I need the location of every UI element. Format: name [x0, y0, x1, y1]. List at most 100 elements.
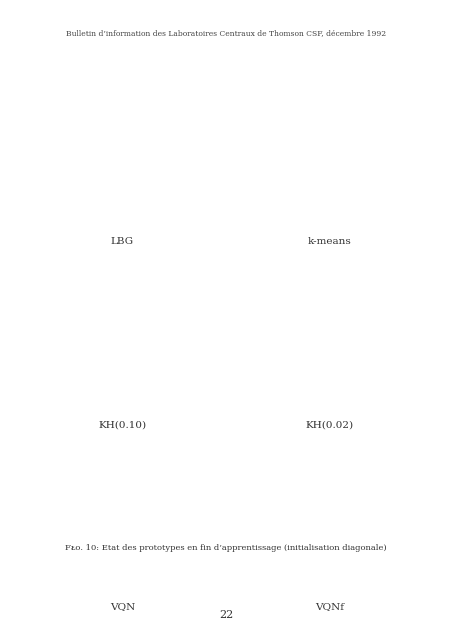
- Point: [270, 183, 277, 193]
- Point: [91, 470, 98, 480]
- Point: [128, 95, 135, 105]
- Point: [307, 460, 314, 470]
- Point: [399, 127, 406, 138]
- Point: [396, 149, 403, 159]
- Point: [63, 294, 70, 305]
- Point: [390, 537, 397, 547]
- Point: [131, 93, 138, 103]
- Text: LBG: LBG: [110, 237, 134, 246]
- Point: [359, 358, 366, 369]
- Text: VQN: VQN: [110, 602, 135, 611]
- Point: [156, 333, 163, 344]
- Point: [273, 87, 281, 97]
- Point: [179, 104, 186, 114]
- Point: [97, 499, 104, 509]
- Point: [366, 339, 373, 349]
- Point: [73, 266, 80, 276]
- Text: KH(0.02): KH(0.02): [305, 420, 353, 429]
- Point: [48, 261, 55, 271]
- Point: [334, 77, 341, 87]
- Point: [97, 167, 105, 177]
- Point: [53, 176, 60, 186]
- Point: [362, 510, 369, 520]
- Point: [288, 195, 295, 205]
- Point: [110, 300, 117, 310]
- Point: [366, 549, 373, 559]
- Point: [371, 379, 378, 389]
- Point: [298, 487, 305, 497]
- Point: [97, 291, 104, 301]
- Point: [322, 474, 329, 484]
- Point: [396, 99, 403, 109]
- Point: [325, 510, 332, 520]
- Point: [353, 325, 360, 335]
- Point: [340, 524, 347, 534]
- Point: [334, 487, 341, 497]
- Point: [133, 141, 141, 152]
- Point: [82, 490, 89, 500]
- Point: [266, 283, 273, 293]
- Point: [288, 149, 295, 159]
- Point: [110, 561, 117, 571]
- Point: [285, 275, 292, 285]
- Point: [377, 524, 384, 534]
- Point: [133, 499, 141, 509]
- Point: [183, 379, 190, 389]
- Point: [270, 460, 277, 470]
- Point: [152, 372, 159, 382]
- Point: [325, 175, 332, 185]
- Point: [322, 90, 329, 100]
- Point: [298, 288, 305, 298]
- Point: [165, 554, 172, 564]
- Point: [122, 312, 129, 322]
- Point: [82, 283, 89, 293]
- Point: [347, 183, 354, 193]
- Point: [165, 350, 172, 360]
- Point: [159, 520, 166, 531]
- Point: [366, 104, 373, 114]
- Point: [292, 448, 299, 458]
- Point: [60, 278, 67, 288]
- Point: [60, 111, 67, 121]
- Point: [353, 582, 360, 593]
- Point: [128, 520, 135, 531]
- Point: [366, 171, 373, 181]
- Point: [285, 474, 292, 484]
- Point: [310, 294, 318, 305]
- Point: [104, 477, 111, 487]
- Point: [325, 305, 332, 315]
- Point: [122, 161, 129, 172]
- Point: [113, 91, 120, 101]
- Point: [146, 507, 153, 517]
- Point: [70, 83, 78, 93]
- Point: [303, 316, 310, 326]
- Point: [310, 499, 318, 509]
- Text: 22: 22: [218, 610, 233, 620]
- Point: [67, 482, 74, 492]
- Text: VQNf: VQNf: [314, 602, 343, 611]
- Point: [384, 188, 391, 198]
- Point: [273, 258, 281, 268]
- Point: [288, 305, 295, 315]
- Point: [261, 443, 268, 453]
- Point: [189, 566, 196, 576]
- Point: [104, 325, 111, 335]
- Point: [119, 487, 126, 497]
- Point: [170, 362, 178, 372]
- Point: [403, 171, 410, 181]
- Point: [255, 77, 262, 87]
- Point: [334, 316, 341, 326]
- Point: [334, 383, 341, 394]
- Point: [146, 316, 153, 326]
- Point: [133, 358, 141, 369]
- Point: [307, 161, 314, 172]
- Point: [347, 499, 354, 509]
- Point: [115, 510, 122, 520]
- Text: Bulletin d’information des Laboratoires Centraux de Thomson CSF, décembre 1992: Bulletin d’information des Laboratoires …: [66, 29, 385, 37]
- Point: [167, 139, 175, 149]
- Point: [48, 453, 55, 463]
- Point: [125, 88, 132, 98]
- Point: [119, 367, 126, 377]
- Point: [403, 571, 410, 581]
- Point: [334, 566, 341, 576]
